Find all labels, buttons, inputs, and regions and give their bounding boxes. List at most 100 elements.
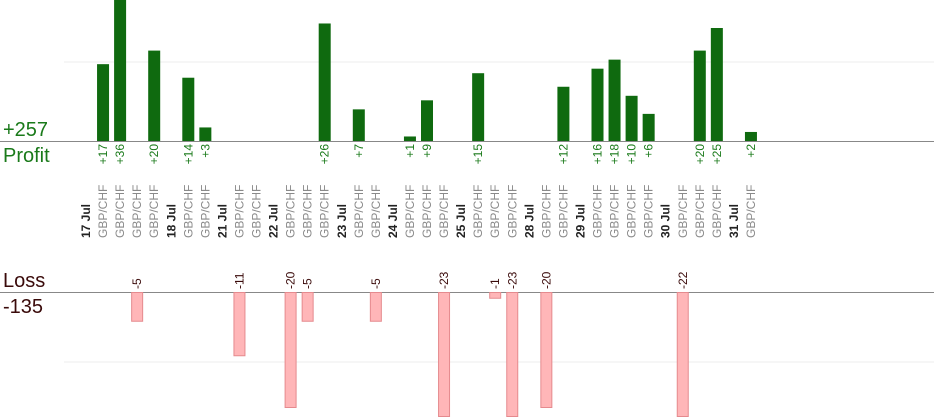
profit-bar [557,86,570,141]
profit-bar [472,73,485,141]
profit-value-label: +9 [420,144,434,158]
profit-total: +257 [3,119,49,141]
loss-value-label: -23 [505,271,519,289]
profit-value-label: +16 [591,144,605,165]
loss-value-label: -22 [676,271,690,289]
profit-bar [710,28,723,141]
pair-label: GBP/CHF [284,185,298,238]
profit-value-label: +26 [318,144,332,165]
profit-value-label: +20 [147,144,161,165]
profit-bar [744,131,757,141]
pair-label: GBP/CHF [301,185,315,238]
profit-value-label: +7 [352,144,366,158]
pair-label: GBP/CHF [625,185,639,238]
pair-label: GBP/CHF [608,185,622,238]
loss-value-label: -23 [437,271,451,289]
profit-bar [97,64,110,141]
profit-bar [693,50,706,141]
loss-value-label: -5 [130,278,144,289]
pair-label: GBP/CHF [250,185,264,238]
pair-label: GBP/CHF [488,185,502,238]
pair-label: GBP/CHF [471,185,485,238]
pair-label: GBP/CHF [693,185,707,238]
loss-value-label: -20 [539,271,553,289]
pair-label: GBP/CHF [198,185,212,238]
pair-label: GBP/CHF [113,185,127,238]
pair-label: GBP/CHF [505,185,519,238]
loss-bar [489,292,502,299]
profit-value-label: +10 [625,144,639,165]
loss-bar [131,292,144,322]
date-label: 28 Jul [522,204,536,238]
pair-label: GBP/CHF [539,185,553,238]
loss-bar [301,292,314,322]
pair-label: GBP/CHF [318,185,332,238]
date-label: 25 Jul [454,204,468,238]
date-label: 22 Jul [267,204,281,238]
date-label: 17 Jul [79,204,93,238]
profit-bar [625,95,638,141]
loss-bar [540,292,553,408]
pair-label: GBP/CHF [710,185,724,238]
pair-label: GBP/CHF [556,185,570,238]
profit-value-label: +25 [710,144,724,165]
pair-label: GBP/CHF [403,185,417,238]
profit-value-label: +36 [113,144,127,165]
loss-value-label: -11 [232,272,246,289]
profit-value-label: +2 [744,144,758,158]
profit-bar [591,68,604,141]
pair-label: GBP/CHF [96,185,110,238]
date-label: 18 Jul [164,204,178,238]
profit-bar [421,100,433,141]
profit-label: Profit [3,145,50,167]
pair-label: GBP/CHF [420,185,434,238]
loss-bar [233,292,246,357]
pair-label: GBP/CHF [591,185,605,238]
profit-value-label: +14 [181,144,195,165]
profit-value-label: +6 [642,144,656,158]
pair-label: GBP/CHF [642,185,656,238]
date-label: 29 Jul [573,204,587,238]
loss-bar [284,292,297,408]
profit-bar [642,113,655,141]
profit-bar [318,23,331,142]
profit-value-label: +15 [471,144,485,165]
profit-bar [608,59,621,141]
date-label: 24 Jul [386,204,400,238]
pair-label: GBP/CHF [369,185,383,238]
pair-label: GBP/CHF [352,185,366,238]
pair-label: GBP/CHF [147,185,161,238]
date-label: 23 Jul [335,204,349,238]
loss-value-label: -5 [301,278,315,289]
profit-bar [182,77,195,141]
profit-value-label: +1 [403,144,417,158]
pair-label: GBP/CHF [744,185,758,238]
pair-label: GBP/CHF [437,185,451,238]
loss-total: -135 [3,296,44,318]
loss-label: Loss [3,270,46,292]
pair-label: GBP/CHF [232,185,246,238]
loss-bar [676,292,689,417]
profit-value-label: +17 [96,144,110,165]
loss-bar [369,292,382,322]
profit-bar [403,136,416,141]
profit-value-label: +12 [556,144,570,165]
profit-value-label: +3 [198,144,212,158]
profit-value-label: +18 [608,144,622,165]
pair-label: GBP/CHF [181,185,195,238]
loss-bar [438,292,451,417]
pair-label: GBP/CHF [676,185,690,238]
date-label: 30 Jul [659,204,673,238]
loss-value-label: -5 [369,278,383,289]
loss-value-label: -20 [284,271,298,289]
profit-bar [352,109,365,141]
profit-bar [148,50,161,141]
profit-value-label: +20 [693,144,707,165]
date-label: 21 Jul [215,204,229,238]
date-label: 31 Jul [727,204,741,238]
loss-value-label: -1 [488,278,502,289]
profit-bar [114,0,127,141]
loss-bar [506,292,519,417]
pair-label: GBP/CHF [130,185,144,238]
